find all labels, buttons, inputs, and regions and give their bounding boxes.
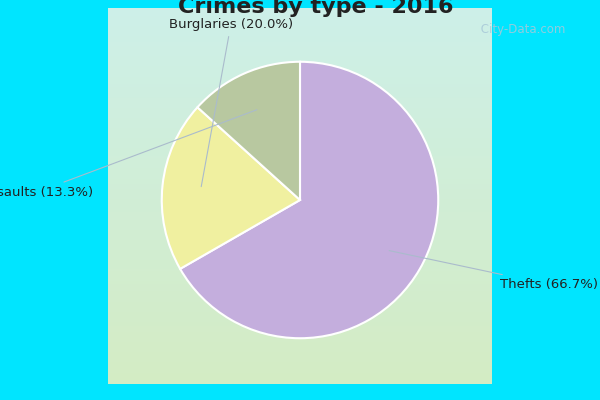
Wedge shape (197, 62, 300, 200)
Text: Assaults (13.3%): Assaults (13.3%) (0, 110, 257, 199)
Text: Thefts (66.7%): Thefts (66.7%) (389, 250, 598, 291)
Wedge shape (162, 107, 300, 269)
Text: Crimes by type - 2016: Crimes by type - 2016 (178, 0, 453, 17)
Text: Burglaries (20.0%): Burglaries (20.0%) (169, 18, 293, 187)
Text: City-Data.com: City-Data.com (476, 23, 565, 36)
Wedge shape (180, 62, 438, 338)
